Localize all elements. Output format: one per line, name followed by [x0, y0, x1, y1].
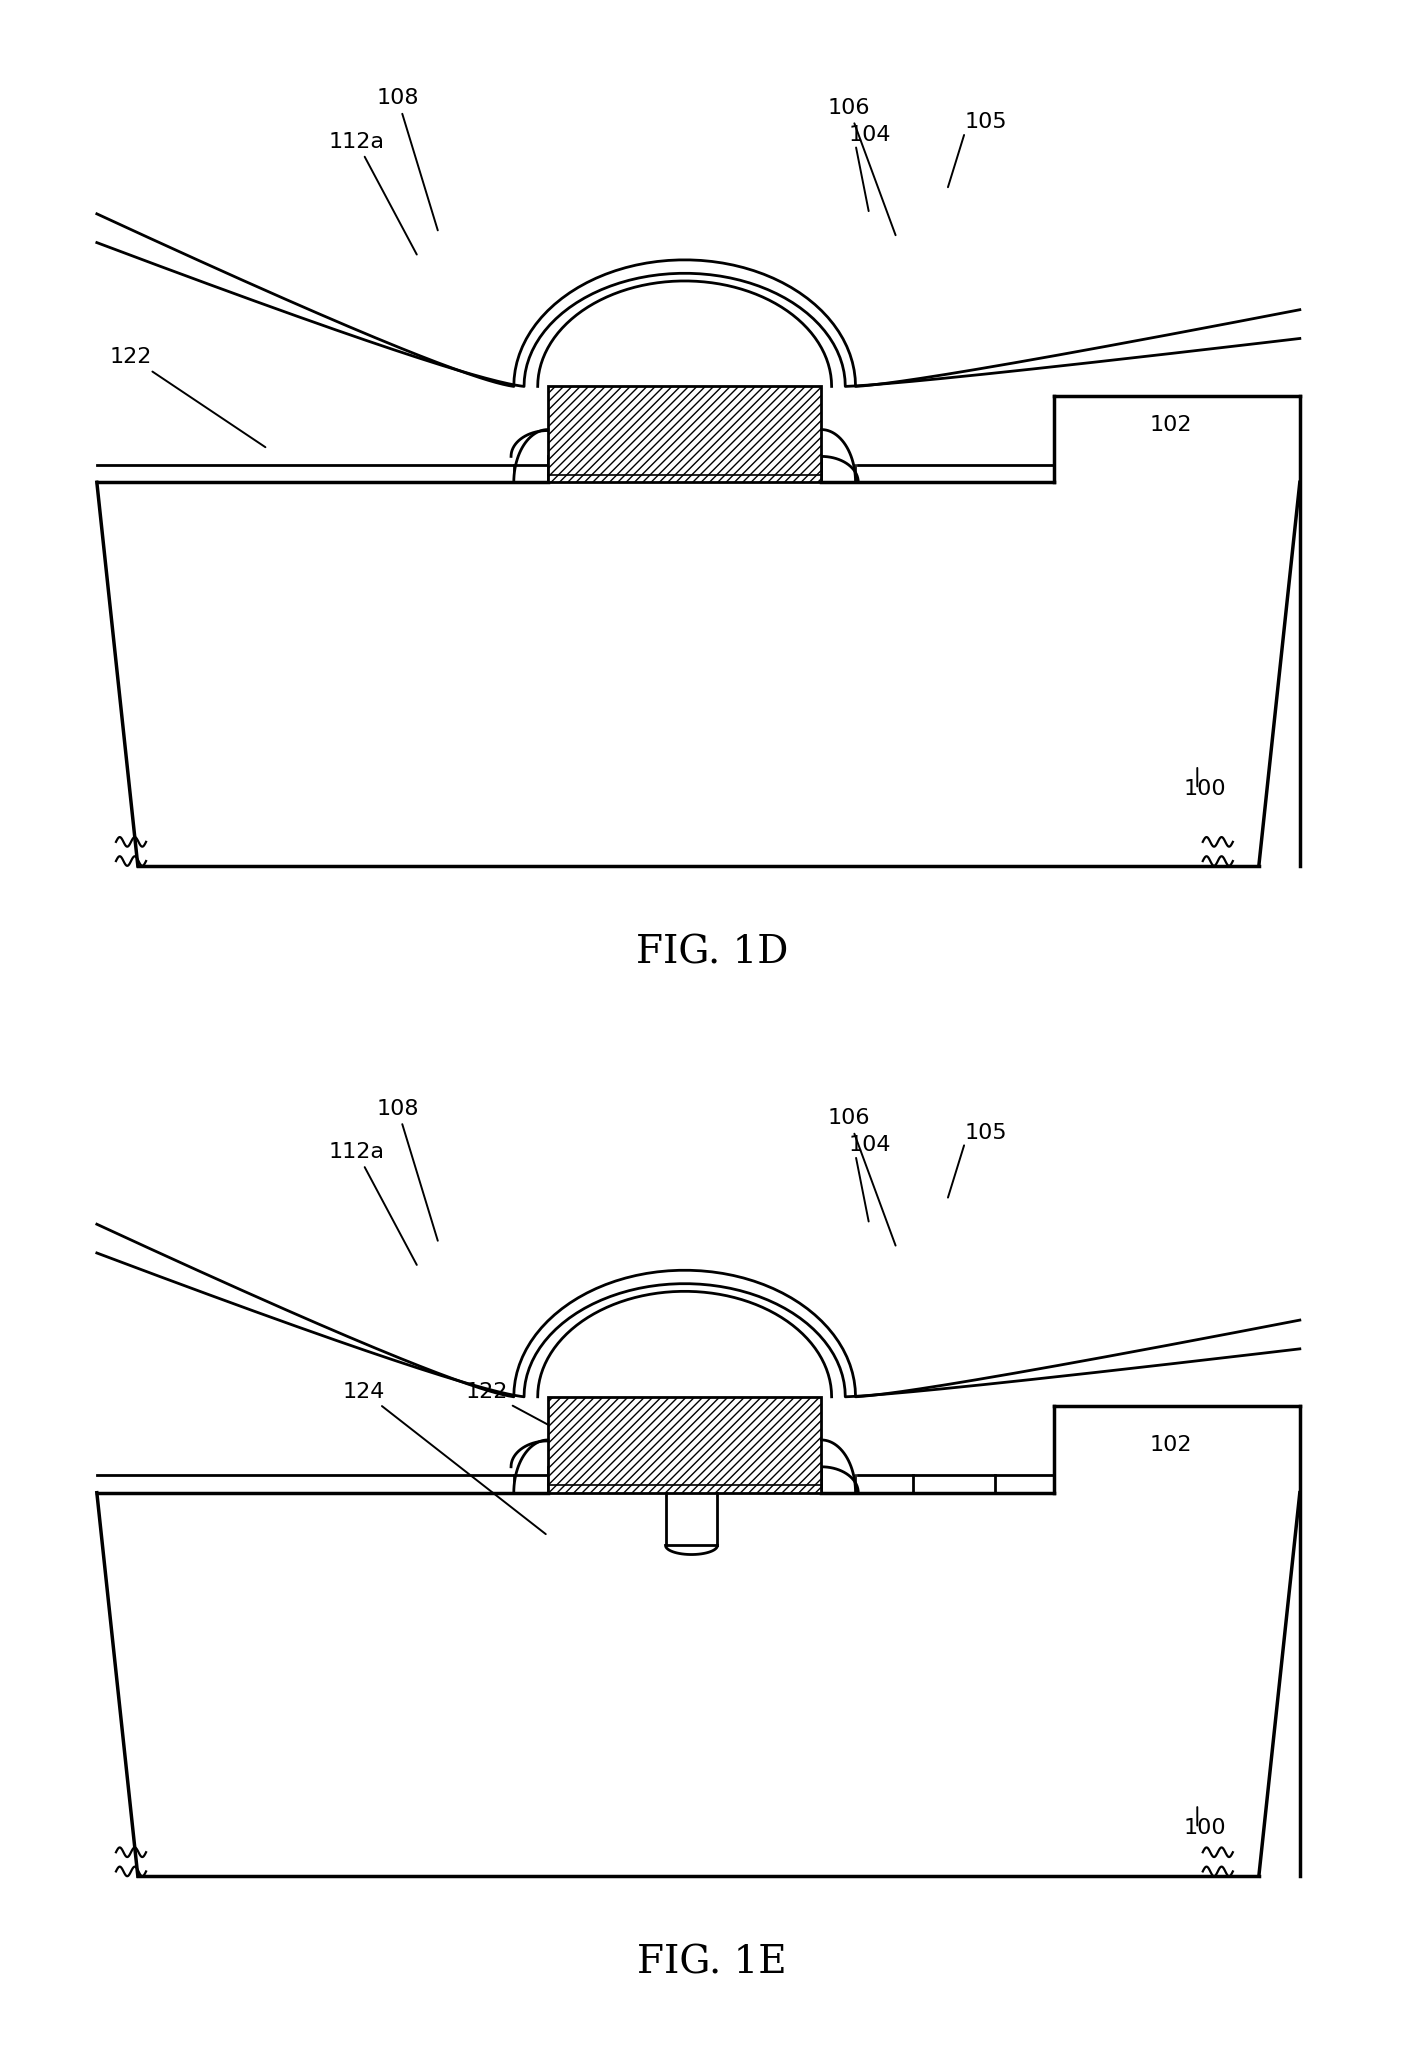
Text: 122: 122 — [110, 346, 265, 447]
Text: 105: 105 — [965, 111, 1008, 132]
Bar — [548, 386, 822, 483]
Text: 104: 104 — [849, 126, 891, 144]
Text: FIG. 1D: FIG. 1D — [635, 934, 789, 971]
Text: 112a: 112a — [329, 132, 417, 254]
Text: 100: 100 — [1183, 779, 1226, 800]
Text: 124: 124 — [342, 1382, 545, 1534]
Text: 122: 122 — [466, 1382, 628, 1468]
Text: 104: 104 — [849, 1136, 891, 1155]
Text: 105: 105 — [965, 1122, 1008, 1142]
Text: 108: 108 — [376, 89, 437, 231]
Text: FIG. 1E: FIG. 1E — [637, 1944, 787, 1982]
Text: 106: 106 — [827, 99, 896, 235]
Text: 100: 100 — [1183, 1819, 1226, 1837]
Text: 106: 106 — [827, 1109, 896, 1245]
Text: 108: 108 — [376, 1099, 437, 1241]
Text: 102: 102 — [1149, 1435, 1192, 1454]
Text: 102: 102 — [1149, 414, 1192, 435]
Text: 112a: 112a — [329, 1142, 417, 1264]
Bar — [548, 1396, 822, 1493]
